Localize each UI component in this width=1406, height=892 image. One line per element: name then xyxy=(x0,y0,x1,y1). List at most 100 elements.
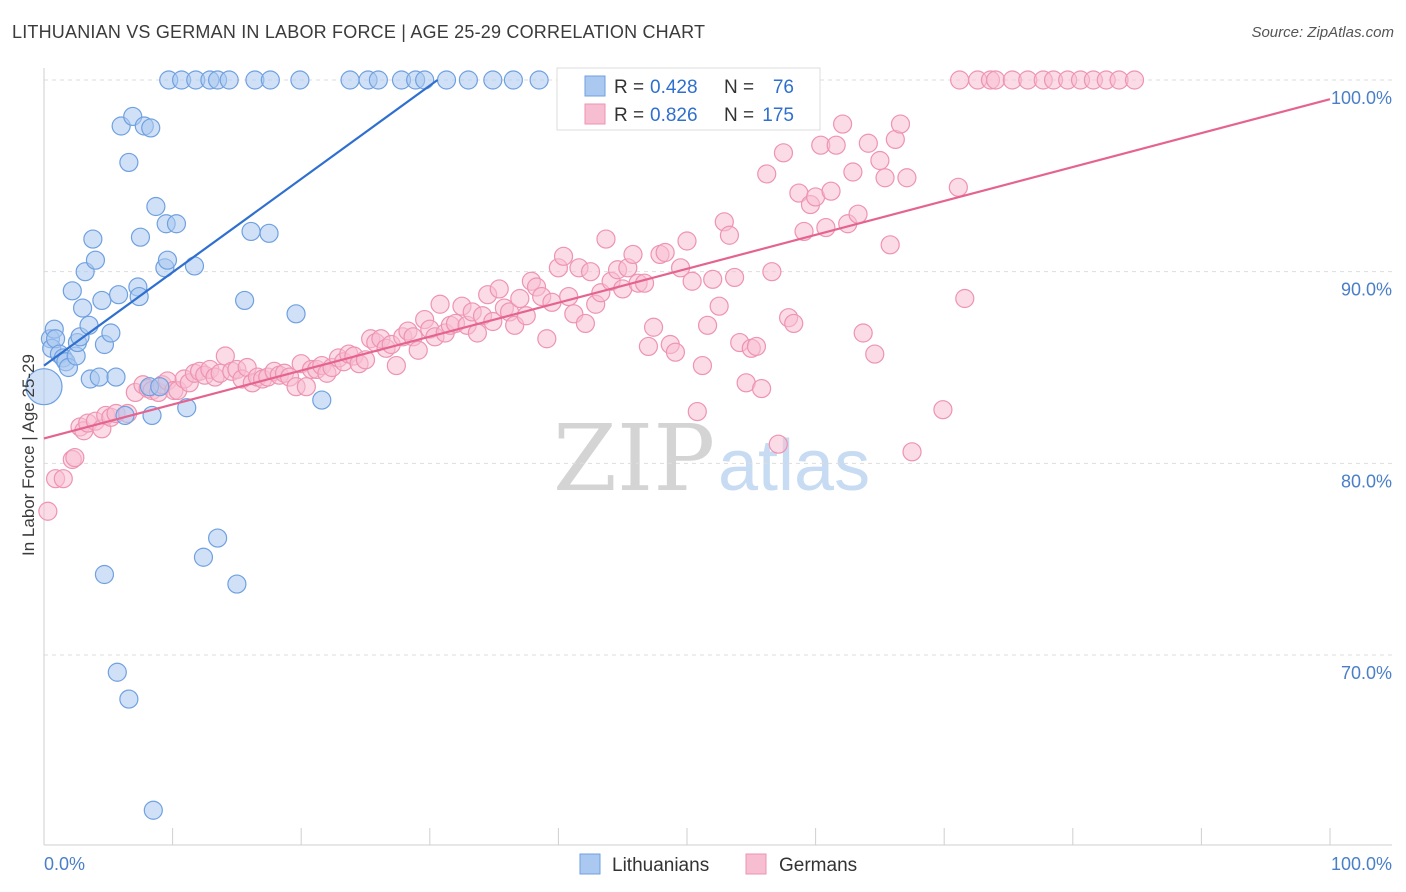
german-point xyxy=(65,447,85,468)
legend-label-germans: Germans xyxy=(779,855,857,876)
german-point xyxy=(950,70,970,90)
german-point xyxy=(665,342,686,362)
lithuanian-point xyxy=(119,152,139,173)
stats-n-label-2: N = xyxy=(724,105,754,126)
lithuanian-point xyxy=(107,662,127,682)
stats-r-value-2: 0.826 xyxy=(650,105,698,126)
y-axis-title: In Labor Force | Age 25-29 xyxy=(19,354,38,556)
lithuanian-point xyxy=(94,564,115,585)
german-point xyxy=(296,377,316,397)
german-point xyxy=(768,434,788,454)
german-point xyxy=(784,313,804,334)
lithuanian-point xyxy=(106,367,126,387)
lithuanian-point xyxy=(25,368,63,406)
german-point xyxy=(408,340,428,360)
stats-n-label-1: N = xyxy=(724,77,754,98)
german-point xyxy=(724,267,745,288)
lithuanian-point xyxy=(458,70,478,90)
lithuanian-point xyxy=(150,377,170,397)
lithuanian-point xyxy=(241,221,261,242)
tick-labels: 70.0% 80.0% 90.0% 100.0% 0.0% 100.0% xyxy=(44,88,1392,874)
legend-label-lithuanians: Lithuanians xyxy=(612,855,709,876)
german-point xyxy=(697,315,718,335)
lithuanian-point xyxy=(503,70,523,90)
lithuanian-point xyxy=(227,574,247,594)
axes xyxy=(43,68,1392,846)
lithuanian-point xyxy=(286,304,306,324)
stats-r-label-1: R = xyxy=(614,77,644,98)
german-point xyxy=(709,296,729,316)
german-point xyxy=(858,133,878,153)
trend-lines xyxy=(43,79,1331,440)
german-point xyxy=(843,162,863,182)
lithuanian-point xyxy=(340,70,360,90)
german-point xyxy=(848,204,868,224)
lithuanian-point xyxy=(260,70,280,90)
lithuanian-point xyxy=(108,285,129,305)
german-point xyxy=(870,150,890,171)
y-tick-label: 90.0% xyxy=(1341,280,1392,300)
german-point xyxy=(762,262,782,282)
lithuanian-point xyxy=(259,223,279,243)
y-tick-label: 100.0% xyxy=(1331,88,1392,108)
series-germans xyxy=(38,70,1145,521)
series-lithuanians xyxy=(25,70,549,820)
stats-r-label-2: R = xyxy=(614,105,644,126)
lithuanian-point xyxy=(219,70,239,90)
legend-swatch-lithuanians xyxy=(579,853,601,875)
series-legend: Lithuanians Germans xyxy=(579,853,857,876)
lithuanian-point xyxy=(177,398,197,418)
stats-n-value-2: 175 xyxy=(762,105,794,126)
german-point xyxy=(719,225,740,245)
german-point xyxy=(853,323,873,343)
german-point xyxy=(677,231,697,251)
lithuanian-point xyxy=(85,250,106,270)
german-point xyxy=(902,442,922,462)
german-point xyxy=(897,168,917,188)
german-point xyxy=(890,114,911,134)
watermark-atlas: atlas xyxy=(718,426,870,506)
german-point xyxy=(537,329,557,349)
german-point xyxy=(826,135,846,155)
german-point xyxy=(692,355,713,376)
german-point xyxy=(38,501,58,521)
german-point xyxy=(1124,70,1145,90)
lithuanian-point xyxy=(143,800,163,820)
lithuanian-point xyxy=(62,281,82,301)
german-point xyxy=(703,269,723,289)
legend-swatch-germans xyxy=(745,853,767,875)
german-point xyxy=(751,378,772,399)
x-tick-label: 100.0% xyxy=(1331,854,1392,874)
german-point xyxy=(682,271,702,291)
chart-source: Source: ZipAtlas.com xyxy=(1251,24,1394,41)
german-point xyxy=(553,246,574,266)
german-point xyxy=(833,114,853,134)
stats-legend: R = 0.428 N = 76 R = 0.826 N = 175 xyxy=(556,67,821,131)
lithuanian-point xyxy=(119,689,139,709)
lithuanian-point xyxy=(157,250,178,270)
trend-line-germans xyxy=(43,98,1331,440)
german-point xyxy=(643,317,664,337)
german-point xyxy=(955,288,975,309)
german-point xyxy=(638,336,659,357)
watermark: ZIP atlas xyxy=(553,405,870,512)
lithuanian-point xyxy=(146,196,166,217)
y-tick-label: 70.0% xyxy=(1341,663,1392,683)
german-point xyxy=(634,273,655,293)
lithuanian-point xyxy=(483,70,503,90)
german-point xyxy=(687,401,707,422)
german-point xyxy=(623,244,643,265)
lithuanian-point xyxy=(368,70,388,90)
lithuanian-point xyxy=(166,214,187,234)
german-point xyxy=(580,262,601,282)
german-point xyxy=(386,355,406,376)
german-point xyxy=(510,288,530,309)
german-point xyxy=(655,242,675,263)
lithuanian-point xyxy=(235,290,255,311)
lithuanian-point xyxy=(290,70,310,90)
german-point xyxy=(53,469,73,489)
german-point xyxy=(865,344,885,364)
lithuanian-point xyxy=(415,70,435,90)
lithuanian-point xyxy=(208,528,228,548)
